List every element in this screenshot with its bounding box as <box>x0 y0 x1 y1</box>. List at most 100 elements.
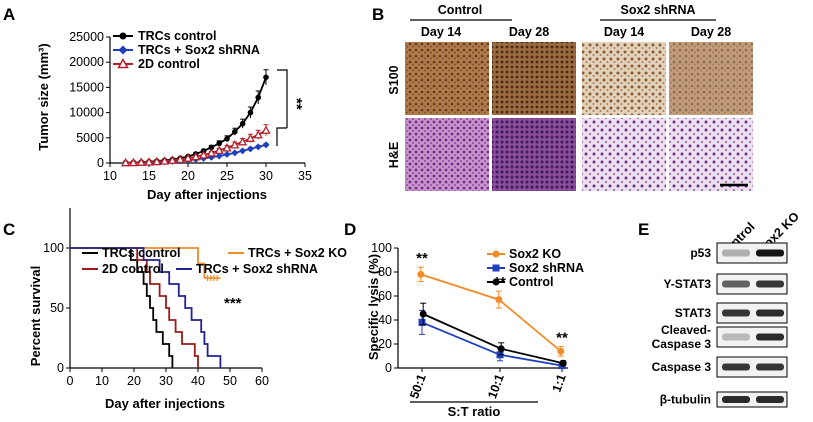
panel-c-x-tick-label: 50 <box>223 374 237 388</box>
panel-label-b: B <box>372 5 384 24</box>
panel-a-data-point <box>214 145 224 155</box>
legend-marker-sox2-ko <box>492 250 500 258</box>
panel-c-legend-trcs-control: TRCs control <box>102 246 180 260</box>
panel-c-survival-curve <box>70 247 222 368</box>
panel-c-axes: 0 10 20 30 40 50 60 0 50 100 <box>43 208 269 388</box>
panel-d-series-line <box>422 313 564 365</box>
histology-day-label: Day 14 <box>421 25 461 39</box>
panel-a-x-tick-label: 35 <box>298 169 312 183</box>
panel-a-y-axis-label: Tumor size (mm³) <box>36 43 51 150</box>
panel-a-data-point <box>224 136 230 142</box>
panel-d-y-tick-label: 40 <box>378 313 392 327</box>
panel-a-series <box>121 69 271 167</box>
panel-c-x-tick-label: 60 <box>255 374 269 388</box>
histology-day-label: Day 14 <box>604 25 644 39</box>
panel-c-survival-curve <box>70 247 174 368</box>
histology-image-s100-control-day14 <box>405 42 489 115</box>
panel-d-legend: Sox2 KO Sox2 shRNA Control <box>487 247 584 289</box>
panel-a-data-point <box>247 109 254 116</box>
panel-c-legend-trcs-sox2-shrna: TRCs + Sox2 shRNA <box>196 262 318 276</box>
panel-c-x-tick-label: 20 <box>127 374 141 388</box>
western-band-label: Caspase 3 <box>652 360 712 374</box>
panel-a-legend: TRCs control TRCs + Sox2 shRNA 2D contro… <box>113 29 260 71</box>
western-band <box>756 309 784 317</box>
histology-day-label: Day 28 <box>509 25 549 39</box>
western-band <box>722 280 750 288</box>
panel-a-y-tick-label: 5000 <box>76 131 104 145</box>
panel-a-data-point <box>246 145 254 153</box>
panel-label-d: D <box>344 220 356 239</box>
panel-a-data-point <box>160 156 170 165</box>
western-band <box>756 280 784 288</box>
histology-image-s100-shrna-day14 <box>582 42 666 115</box>
panel-d-x-tick-label: 10:1 <box>485 372 507 400</box>
panel-a-y-tick-label: 20000 <box>69 55 104 69</box>
western-band <box>722 249 750 257</box>
panel-a-data-point <box>254 143 262 151</box>
panel-c-y-tick-label: 100 <box>43 241 64 255</box>
panel-a-data-point <box>263 74 269 81</box>
western-blot-box <box>716 242 788 264</box>
panel-e-western-blot: Control Sox2 KO p53Y-STAT3STAT3Cleaved-C… <box>652 209 802 408</box>
western-band-label: STAT3 <box>675 306 712 320</box>
panel-d-significance-stars: ** <box>416 250 428 267</box>
panel-a-data-point <box>238 136 248 146</box>
panel-d-data-point <box>495 296 503 304</box>
panel-a-data-point <box>175 154 185 164</box>
panel-a-legend-trcs-control: TRCs control <box>138 29 216 43</box>
panel-d-legend-sox2-shrna: Sox2 shRNA <box>509 261 584 275</box>
panel-a-data-point <box>215 152 223 160</box>
panel-c-x-tick-label: 30 <box>159 374 173 388</box>
panel-a-data-point <box>144 157 154 166</box>
western-band-label: Caspase 3 <box>652 337 712 351</box>
panel-label-c: C <box>3 220 15 239</box>
panel-a-legend-trcs-sox2-shrna: TRCs + Sox2 shRNA <box>138 43 260 57</box>
panel-a-significance-stars: ** <box>288 98 305 110</box>
panel-d-data-point <box>557 347 565 355</box>
panel-a-y-tick-label: 10000 <box>69 106 104 120</box>
panel-a-data-point <box>261 125 271 134</box>
histology-row-label-s100: S100 <box>387 65 401 94</box>
panel-a-x-tick-label: 20 <box>181 169 195 183</box>
panel-d-series: ****** <box>416 250 568 370</box>
panel-d-y-tick-label: 80 <box>378 265 392 279</box>
panel-a-data-point <box>152 156 162 166</box>
panel-d-legend-control: Control <box>509 275 553 289</box>
histology-group-control: Control <box>438 3 482 17</box>
panel-a-data-point <box>231 149 239 157</box>
panel-d-x-tick-label: 1:1 <box>549 372 568 394</box>
western-band <box>722 333 750 341</box>
histology-image-he-control-day14 <box>405 118 489 191</box>
panel-d-y-tick-label: 60 <box>378 289 392 303</box>
panel-c-series <box>70 247 222 368</box>
western-band <box>756 396 784 403</box>
western-band <box>722 396 750 403</box>
panel-a-legend-2d-control: 2D control <box>138 57 200 71</box>
panel-d-x-axis-label: S:T ratio <box>448 404 501 419</box>
panel-a-x-tick-label: 25 <box>220 169 234 183</box>
panel-a-axes: 10 15 20 25 30 35 0 5000 10000 15000 20000 25000 <box>69 30 312 183</box>
western-band <box>722 363 750 371</box>
panel-d-y-tick-label: 0 <box>385 361 392 375</box>
western-blot-box <box>716 302 788 324</box>
panel-a-x-tick-label: 10 <box>103 169 117 183</box>
panel-c-survival-chart: 0 10 20 30 40 50 60 0 50 100 Day after injections… <box>28 208 347 411</box>
panel-a-data-point <box>191 151 201 161</box>
panel-a-data-point <box>239 120 246 127</box>
panel-a-data-point <box>253 129 263 139</box>
western-blot-box <box>716 273 788 295</box>
panel-d-data-point <box>559 359 567 367</box>
panel-label-e: E <box>638 220 649 239</box>
panel-c-x-axis-label: Day after injections <box>105 396 225 411</box>
panel-a-tumor-growth-chart: 10 15 20 25 30 35 0 5000 10000 15000 20000 25000 Da… <box>36 29 312 202</box>
panel-c-y-tick-label: 0 <box>57 361 64 375</box>
panel-a-data-point <box>121 157 131 167</box>
panel-c-significance-stars: *** <box>224 295 242 312</box>
histology-image-he-shrna-day28 <box>669 118 753 191</box>
panel-a-y-tick-label: 25000 <box>69 30 104 44</box>
panel-a-data-point <box>230 139 240 149</box>
western-band-label: Cleaved- <box>661 323 711 337</box>
histology-image-s100-shrna-day28 <box>669 42 753 115</box>
